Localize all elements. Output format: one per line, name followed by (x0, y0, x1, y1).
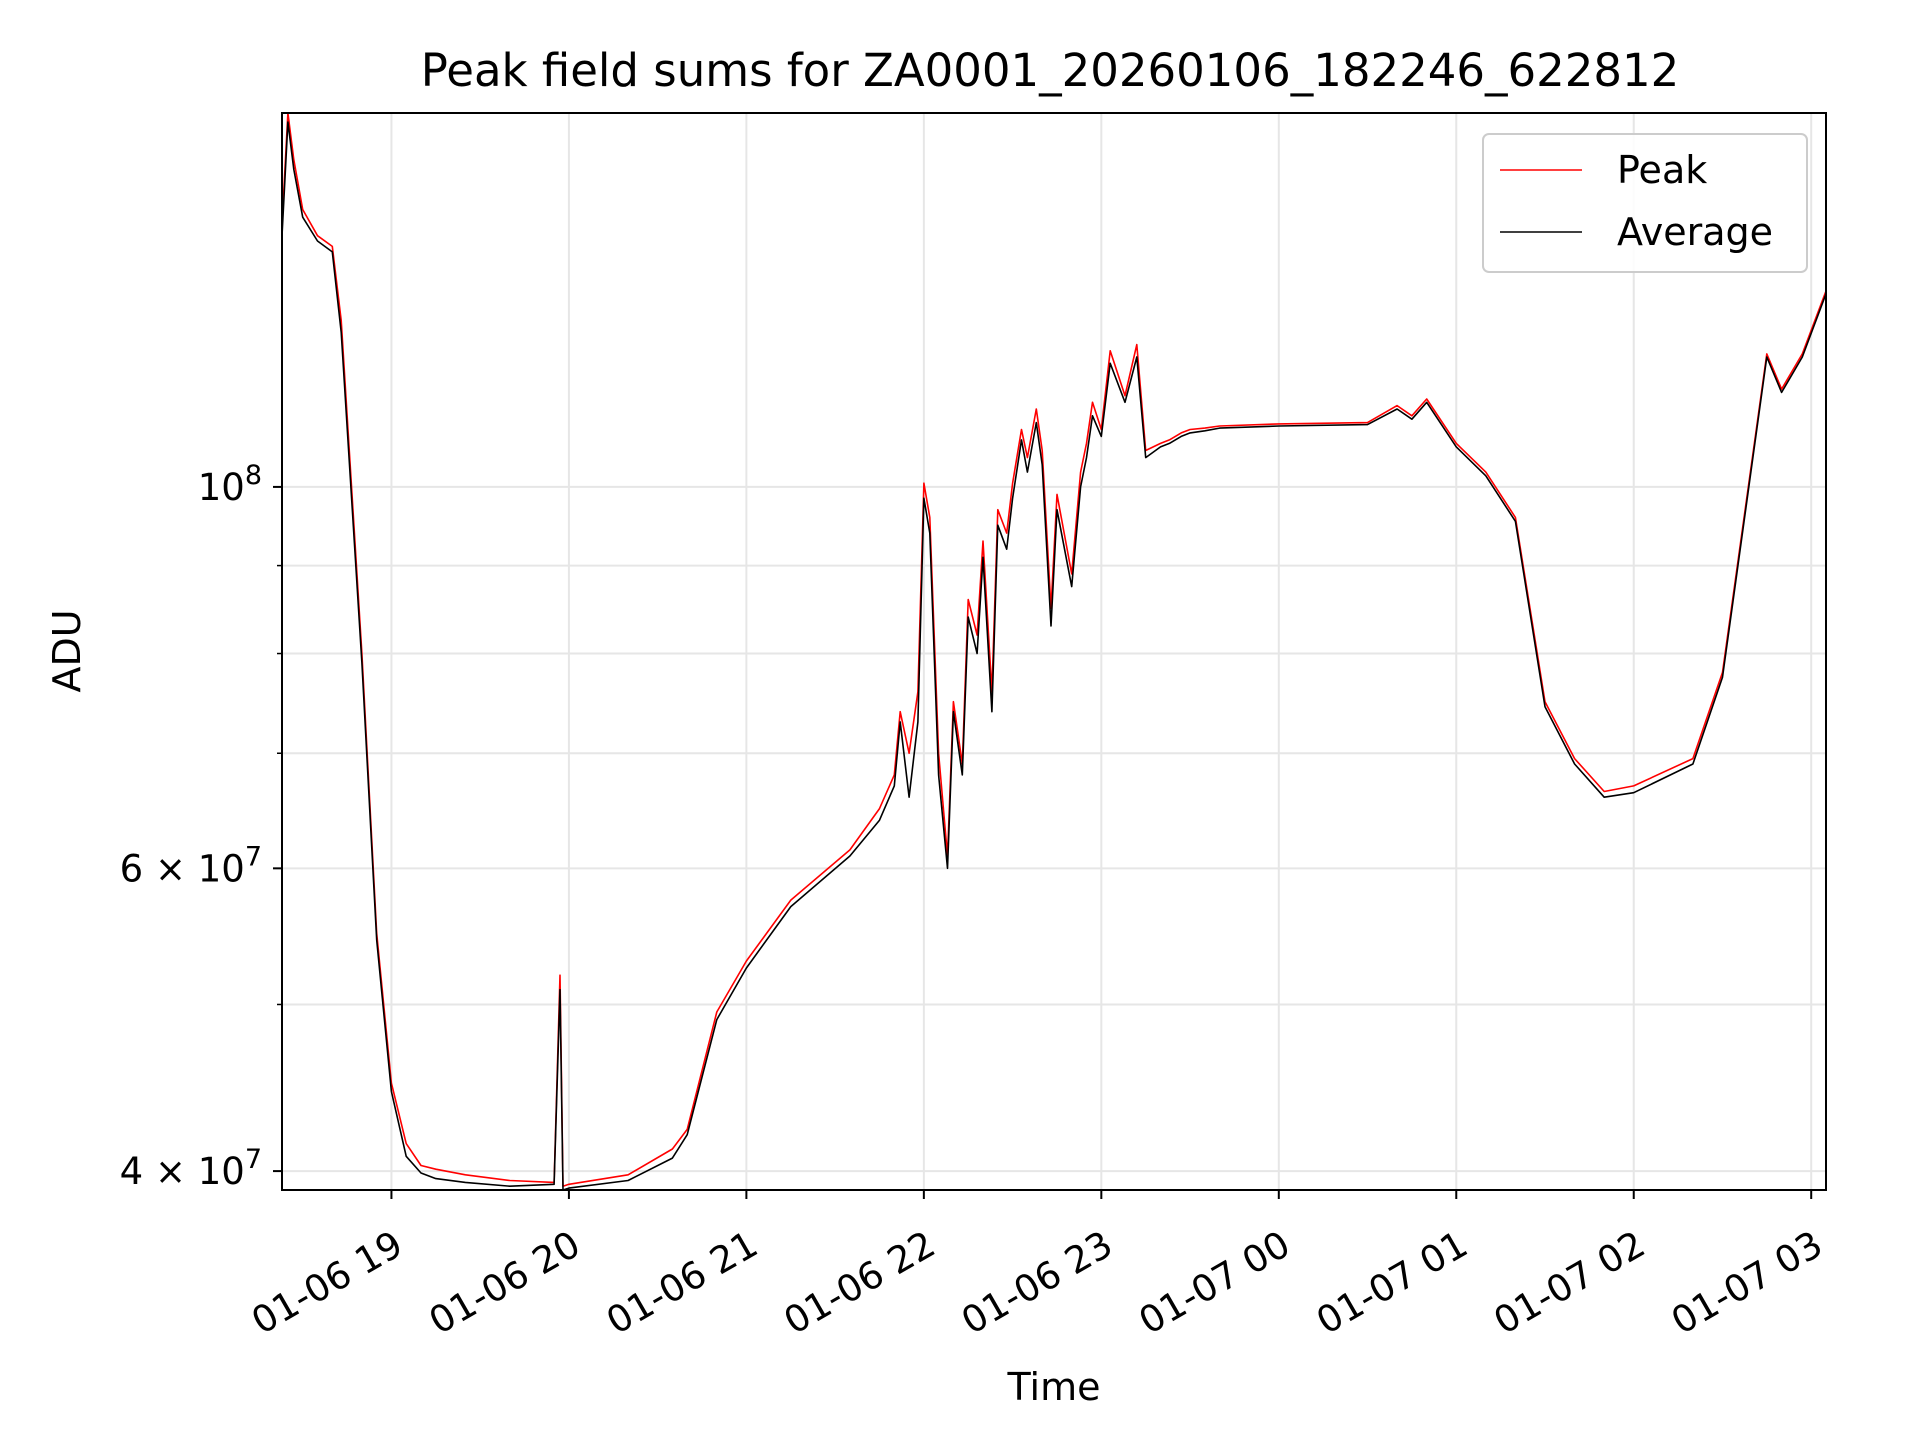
series-line-peak (281, 112, 1827, 1187)
x-tick-label: 01-06 20 (422, 1223, 588, 1343)
series-line-average (281, 121, 1827, 1191)
plot-frame (281, 112, 1827, 1191)
x-tick-label: 01-07 01 (1309, 1223, 1475, 1343)
y-axis-title: ADU (45, 609, 89, 692)
x-tick-label: 01-07 03 (1664, 1223, 1830, 1343)
x-tick-label: 01-07 02 (1487, 1223, 1653, 1343)
x-tick-label: 01-06 23 (954, 1223, 1120, 1343)
x-tick-label: 01-06 22 (777, 1223, 943, 1343)
x-tick-label: 01-06 21 (599, 1223, 765, 1343)
legend: Peak Average (1482, 133, 1808, 273)
legend-label-average: Average (1617, 210, 1773, 254)
x-tick-label: 01-06 19 (244, 1223, 410, 1343)
chart-title: Peak field sums for ZA0001_20260106_1822… (421, 44, 1680, 97)
x-axis: 01-06 19 01-06 20 01-06 21 01-06 22 01-06 23… (244, 1190, 1830, 1343)
y-axis: 4 × 107 6 × 107 108 (120, 460, 282, 1193)
legend-frame (1482, 133, 1808, 273)
x-axis-title: Time (1007, 1365, 1101, 1409)
legend-label-peak: Peak (1617, 148, 1707, 192)
y-tick-label: 6 × 107 (120, 841, 262, 890)
grid (282, 113, 1826, 1190)
y-tick-label: 108 (198, 460, 262, 509)
y-tick-label: 4 × 107 (120, 1144, 262, 1193)
series-layer (281, 112, 1827, 1191)
x-tick-label: 01-07 00 (1132, 1223, 1298, 1343)
